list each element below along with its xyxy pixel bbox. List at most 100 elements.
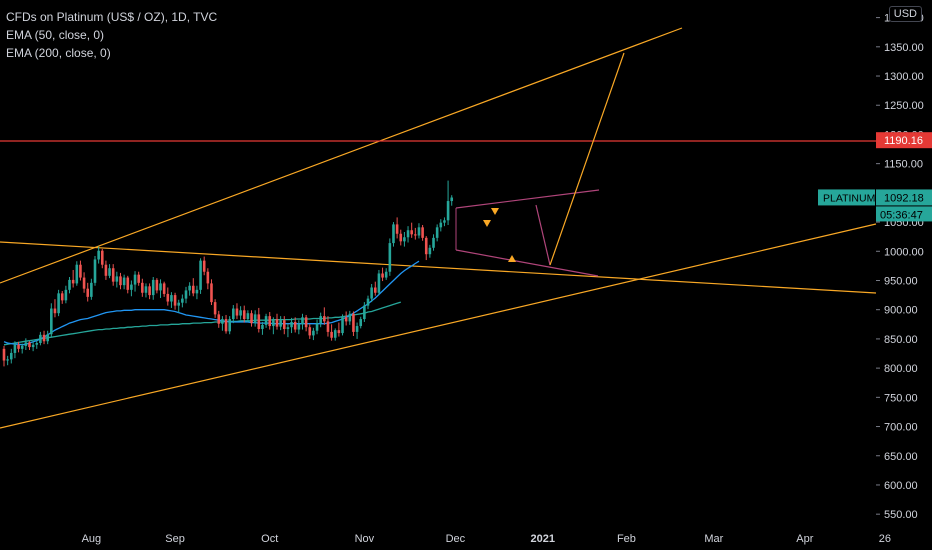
candle-body [137,274,140,283]
candle-body [330,331,333,338]
x-tick-label: Oct [261,533,278,545]
candle [388,238,392,276]
candle-body [35,342,39,345]
candle [308,324,312,339]
candle-body [173,295,177,306]
candle-body [75,264,79,284]
candle-body [337,330,341,334]
candle [246,310,250,322]
candle-body [395,224,399,234]
currency-badge[interactable]: USD [888,6,922,22]
candle [108,264,111,279]
candle-body [319,316,322,324]
candle [199,258,202,294]
candle-body [202,260,206,272]
candle [297,320,301,335]
candle-body [122,277,126,286]
candle [53,299,57,318]
candle [221,316,224,331]
candle [363,302,366,322]
candle [272,317,275,335]
candle [162,281,166,297]
candle-body [428,247,432,255]
candle-body [403,237,406,242]
candle-body [388,243,392,272]
y-tick-label: 600.00 [884,480,918,492]
candle [97,246,100,264]
candle-body [119,276,122,286]
x-tick-label: Dec [446,533,466,545]
candle [206,268,210,290]
candle-body [355,326,359,332]
candle [133,271,137,292]
candle [235,303,239,320]
candle [39,331,42,346]
candle-body [410,230,413,235]
countdown-text: 05:36:47 [880,209,923,221]
candle [359,316,363,329]
y-tick-label: 750.00 [884,392,918,404]
candle [275,313,279,330]
y-tick-label: 800.00 [884,363,918,375]
candle [348,310,352,325]
candle-body [315,323,319,331]
candle-body [130,284,133,290]
candle [75,261,79,286]
candle-body [228,319,231,332]
candle-body [104,264,108,276]
candle-body [414,234,417,236]
candle-body [148,286,151,296]
candle [188,282,191,296]
candle-body [126,277,130,290]
candle [366,295,370,310]
candle-body [79,264,82,278]
candle-body [90,282,93,297]
candle [282,316,286,335]
candle-body [68,279,71,290]
projection-up-line [549,52,625,266]
candle-body [439,222,443,228]
candle-body [301,317,304,325]
x-tick-label: 26 [879,533,891,545]
candle [341,314,344,336]
candle-body [97,250,100,260]
candle-body [272,319,275,327]
candle [130,280,133,297]
x-tick-label: 2021 [530,533,554,545]
symbol-title[interactable]: CFDs on Platinum (US$ / OZ), 1D, TVC [6,10,218,24]
candle-body [381,273,384,278]
candle-body [308,327,312,336]
candle [68,276,71,294]
candle [312,327,315,341]
ema200-legend[interactable]: EMA (200, close, 0) [6,46,111,60]
candle-body [93,259,97,283]
candle-body [111,268,115,282]
ema50-legend[interactable]: EMA (50, close, 0) [6,28,105,42]
candle [177,299,181,313]
candle-body [239,310,242,316]
candle-body [406,230,410,238]
candle [432,234,435,251]
candle-body [115,276,119,282]
y-tick-label: 950.00 [884,275,918,287]
candle [424,236,428,261]
candle-body [261,324,264,329]
candle [217,310,221,328]
candle-body [264,316,268,325]
candle [64,285,68,304]
candle-body [188,285,191,291]
triangle-marker [508,255,516,262]
candle [330,324,333,341]
candle-body [28,342,31,348]
candle-body [210,283,213,303]
candle-body [108,268,111,276]
candle-body [443,220,446,223]
candle-body [191,285,195,294]
candle-body [417,227,421,236]
candle-body [366,298,370,306]
x-tick-label: Apr [796,533,813,545]
candle [293,317,297,333]
candle-body [293,321,297,330]
